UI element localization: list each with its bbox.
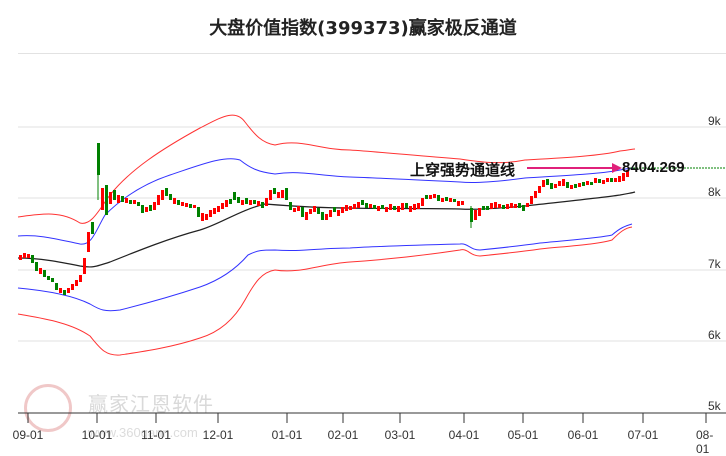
title-divider [18, 53, 726, 54]
upper-inner-band [17, 158, 636, 245]
watermark-text: 赢家江恩软件 [88, 392, 214, 416]
x-axis [18, 412, 726, 423]
upper-outer-band [17, 114, 636, 224]
candlesticks [19, 143, 629, 295]
lower-inner-band [17, 223, 633, 312]
x-tick-label: 06-01 [567, 428, 599, 442]
crossover-annotation: 上穿强势通道线 [410, 161, 516, 179]
y-tick-9k: 9k [708, 114, 721, 128]
x-tick-label: 05-01 [507, 428, 539, 442]
mid-line [17, 191, 636, 268]
y-tick-8k: 8k [708, 185, 721, 199]
x-tick-label: 10-01 [81, 428, 113, 442]
x-tick-label: 02-01 [327, 428, 359, 442]
annotation-arrow-icon [527, 163, 622, 173]
grid-lines [18, 126, 726, 342]
y-tick-6k: 6k [708, 328, 721, 342]
watermark-url: www.360gann.com [88, 425, 198, 440]
chart-title: 大盘价值指数(399373)赢家极反通道 [209, 18, 517, 39]
x-tick-label: 01-01 [271, 428, 303, 442]
x-tick-label: 11-01 [141, 428, 171, 442]
lower-outer-band [17, 226, 633, 356]
x-tick-label: 12-01 [202, 428, 234, 442]
y-tick-5k: 5k [708, 399, 721, 413]
x-tick-label: 04-01 [448, 428, 480, 442]
x-tick-label: 07-01 [627, 428, 659, 442]
x-tick-label: 09-01 [12, 428, 44, 442]
last-price-label: 8404.269 [622, 159, 685, 176]
y-tick-7k: 7k [708, 257, 721, 271]
x-tick-label: 08-01 [696, 428, 714, 456]
watermark-logo-icon [24, 384, 72, 432]
x-tick-label: 03-01 [384, 428, 416, 442]
